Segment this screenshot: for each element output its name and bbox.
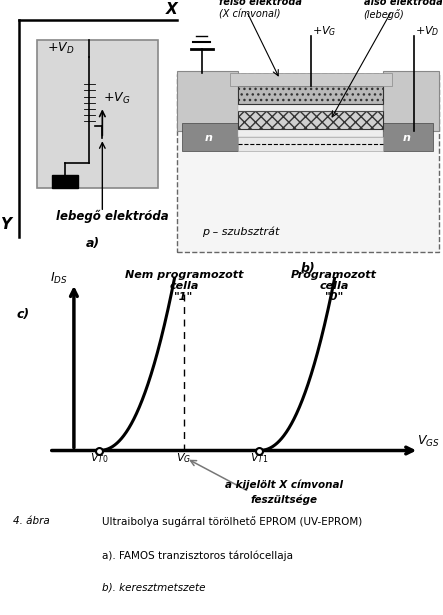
Text: (X címvonal): (X címvonal) [218, 10, 280, 20]
Text: (lebegő): (lebegő) [364, 9, 404, 20]
Bar [383, 123, 433, 151]
Bar [177, 71, 238, 132]
Text: c): c) [16, 308, 30, 321]
Bar [230, 73, 392, 86]
Text: $V_{T1}$: $V_{T1}$ [250, 451, 268, 466]
Bar [238, 86, 383, 104]
Text: feszültsége: feszültsége [251, 494, 318, 505]
Text: alsó elektróda: alsó elektróda [364, 0, 443, 7]
Text: Ultraibolya sugárral törölhető EPROM (UV-EPROM): Ultraibolya sugárral törölhető EPROM (UV… [102, 516, 362, 527]
Bar [52, 175, 78, 188]
Text: lebegő elektróda: lebegő elektróda [56, 209, 168, 223]
Text: "0": "0" [324, 293, 344, 303]
Text: a kijelölt X címvonal: a kijelölt X címvonal [225, 480, 343, 490]
Text: Programozott: Programozott [291, 271, 377, 280]
Bar [238, 111, 383, 129]
Bar [37, 40, 158, 188]
Text: Y: Y [0, 217, 11, 232]
Text: $V_{GS}$: $V_{GS}$ [416, 434, 439, 449]
Bar [183, 123, 238, 151]
Bar [238, 137, 383, 151]
Bar [383, 71, 439, 132]
Text: cella: cella [169, 282, 198, 292]
Text: X: X [165, 2, 177, 17]
Text: $V_{T0}$: $V_{T0}$ [89, 451, 108, 466]
Text: n: n [403, 133, 411, 143]
Text: b): b) [300, 263, 315, 276]
Text: Nem programozott: Nem programozott [125, 271, 243, 280]
Text: p – szubsztrát: p – szubsztrát [202, 227, 279, 237]
Text: $I_{DS}$: $I_{DS}$ [50, 271, 68, 285]
Bar [238, 104, 383, 111]
Text: $+V_D$: $+V_D$ [416, 24, 440, 38]
Bar [238, 129, 383, 137]
Text: "1": "1" [175, 293, 194, 303]
Text: 4. ábra: 4. ábra [13, 516, 50, 526]
Bar [177, 74, 439, 252]
Text: a). FAMOS tranzisztoros tárolócellaja: a). FAMOS tranzisztoros tárolócellaja [102, 550, 293, 561]
Text: felső elektróda: felső elektróda [218, 0, 302, 7]
Text: $+V_G$: $+V_G$ [103, 91, 131, 106]
Text: $+V_D$: $+V_D$ [47, 41, 74, 57]
Text: b). keresztmetszete: b). keresztmetszete [102, 583, 206, 593]
Text: n: n [205, 133, 213, 143]
Text: $V_G$: $V_G$ [176, 451, 191, 466]
Text: cella: cella [319, 282, 349, 292]
Text: a): a) [86, 237, 100, 250]
Text: $+V_G$: $+V_G$ [312, 24, 337, 38]
